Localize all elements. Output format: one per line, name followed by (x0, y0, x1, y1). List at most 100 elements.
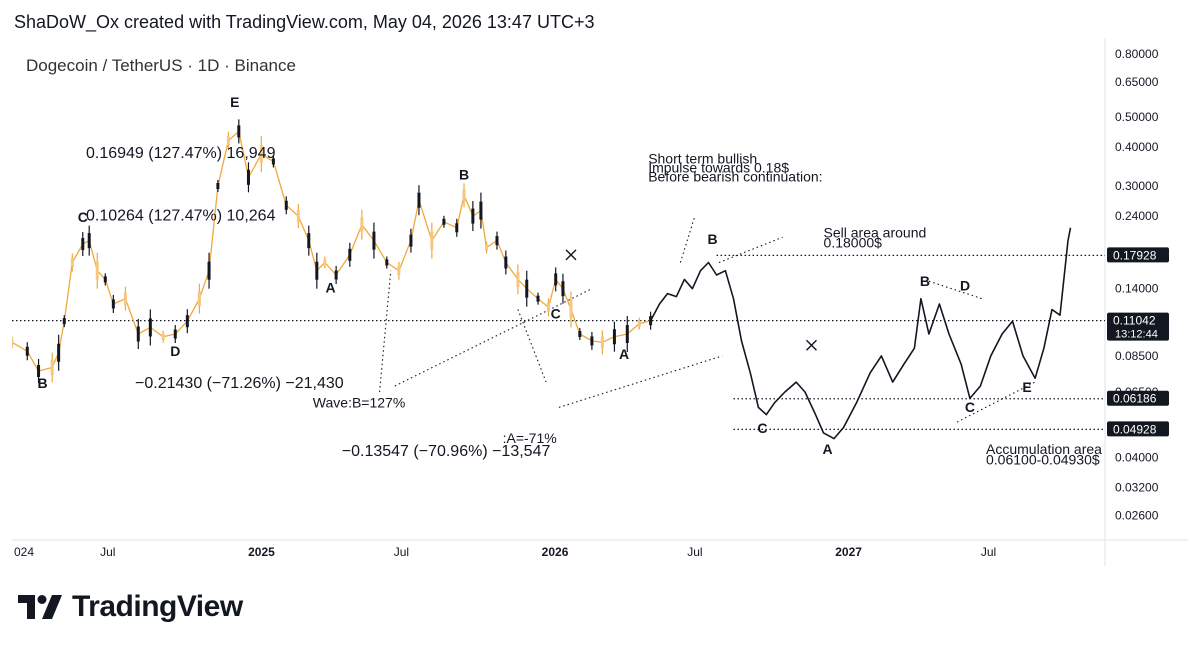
candle-body (25, 346, 29, 356)
chart-annotation: :A=-71% (503, 430, 557, 446)
candle-body (81, 238, 85, 251)
chart-annotation: Short term bullish (648, 150, 757, 166)
y-tick-label: 0.08500 (1115, 349, 1159, 363)
candle-body (111, 299, 115, 309)
chart-annotation: Sell area around (824, 224, 927, 240)
x-tick-label: 2025 (248, 545, 275, 559)
chart-annotation: −0.21430 (−71.26%) −21,430 (135, 375, 344, 392)
chart-annotation: 0.10264 (127.47%) 10,264 (86, 208, 276, 225)
price-badge-countdown: 13:12:44 (1115, 329, 1158, 341)
candle-body (307, 233, 311, 249)
dotted-guide-line (679, 215, 696, 263)
wave-label: D (960, 278, 970, 294)
y-tick-label: 0.65000 (1115, 75, 1159, 89)
dotted-guide-line (394, 288, 593, 387)
candle-body (372, 231, 376, 250)
chart-annotation: 0.18000$ (824, 235, 883, 251)
x-tick-label: Jul (394, 545, 409, 559)
candle-body (87, 233, 91, 249)
candle-body (504, 256, 508, 269)
candle-body (569, 300, 573, 319)
candle-body (185, 315, 189, 328)
x-tick-label: Jul (981, 545, 996, 559)
candle-body (50, 359, 54, 375)
dotted-guide-line (928, 280, 983, 300)
candle-body (207, 261, 211, 280)
wave-label: A (325, 280, 335, 296)
candle-body (173, 329, 177, 339)
price-badge-label: 0.11042 (1113, 314, 1156, 328)
candle-body (57, 343, 61, 362)
symbol-title: Dogecoin / TetherUS · 1D · Binance (26, 56, 296, 75)
y-tick-label: 0.80000 (1115, 47, 1159, 61)
candle-body (637, 320, 641, 327)
candle-body (625, 325, 629, 344)
chart-annotation: −0.13547 (−70.96%) −13,547 (342, 443, 551, 460)
y-tick-label: 0.50000 (1115, 110, 1159, 124)
candle-body (197, 291, 201, 307)
price-chart[interactable]: 0.80000 0.65000 0.50000 0.40000 0.30000 0.240… (12, 38, 1188, 566)
chart-area[interactable]: 0.80000 0.65000 0.50000 0.40000 0.30000 0.240… (12, 38, 1188, 566)
candle-body (525, 279, 529, 298)
tradingview-logo-icon (18, 595, 62, 619)
candle-body (315, 261, 319, 280)
price-badge[interactable] (1107, 390, 1169, 406)
candle-body (536, 295, 540, 302)
candle-body (62, 318, 66, 325)
price-badge[interactable] (1107, 247, 1169, 263)
candle-body (296, 210, 300, 223)
x-tick-label: 2027 (835, 545, 862, 559)
wave-label: A (619, 346, 629, 362)
candle-body (360, 217, 364, 233)
candle-body (546, 302, 550, 312)
wave-label: C (757, 420, 767, 436)
dotted-guide-line (558, 355, 723, 408)
price-badge[interactable] (1107, 312, 1169, 341)
candle-body (430, 231, 434, 250)
tradingview-logo[interactable]: TradingView (18, 590, 243, 624)
y-tick-label: 0.14000 (1115, 282, 1159, 296)
x-tick-label: 2026 (542, 545, 569, 559)
y-tick-label: 0.04000 (1115, 450, 1159, 464)
price-badge[interactable] (1107, 421, 1169, 437)
candle-body (462, 189, 466, 202)
candle-body (554, 273, 558, 286)
candle-body (397, 266, 401, 276)
wave-label: C (965, 399, 975, 415)
candle-body (409, 234, 413, 247)
candle-body (271, 158, 275, 165)
cross-marker (805, 339, 817, 351)
candle-body (226, 136, 230, 146)
y-tick-label: 0.03200 (1115, 481, 1159, 495)
y-tick-label: 0.24000 (1115, 209, 1159, 223)
tradingview-logo-text: TradingView (72, 590, 243, 623)
candle-body (259, 145, 263, 164)
dotted-guide-line (379, 270, 392, 393)
candle-body (148, 318, 152, 337)
candle-body (237, 125, 241, 138)
wave-label: B (920, 273, 930, 289)
dotted-guide-line (956, 381, 1036, 423)
candle-body (612, 329, 616, 345)
y-tick-label: 0.02600 (1115, 508, 1159, 522)
candle-body (161, 333, 165, 340)
candle-body (578, 331, 582, 338)
wave-label: A (822, 441, 832, 457)
candle-body (70, 258, 74, 268)
wave-label: C (78, 209, 88, 225)
candle-body (216, 183, 220, 190)
candle-body (136, 326, 140, 342)
price-badge-label: 0.17928 (1113, 248, 1157, 262)
y-tick-label: 0.30000 (1115, 179, 1159, 193)
chart-annotation: 0.06100-0.04930$ (986, 451, 1100, 467)
price-series-line[interactable] (12, 130, 651, 372)
candle-body (590, 336, 594, 346)
projection-series-line[interactable] (649, 227, 1072, 440)
candle-body (103, 276, 107, 283)
chart-caption: ShaDoW_Ox created with TradingView.com, … (14, 12, 595, 32)
candle-body (479, 201, 483, 220)
x-tick-label: Jul (687, 545, 702, 559)
candle-body (12, 339, 14, 346)
x-tick-label: Jul (100, 545, 115, 559)
chart-annotation: Accumulation area (986, 441, 1102, 457)
